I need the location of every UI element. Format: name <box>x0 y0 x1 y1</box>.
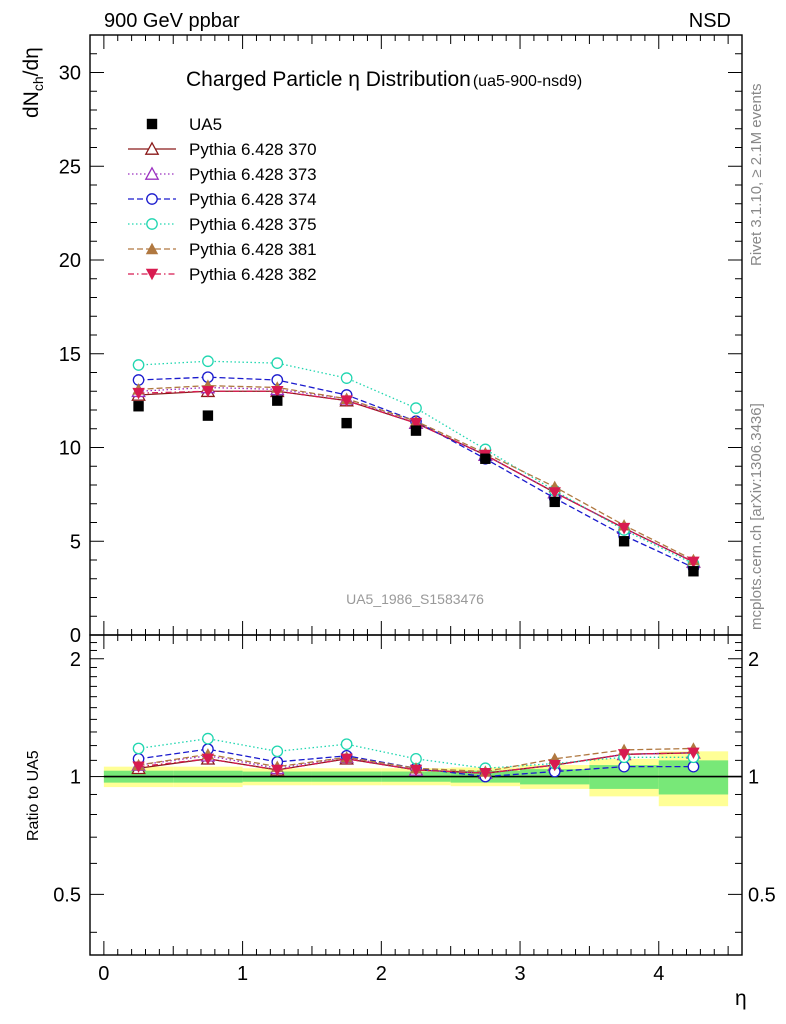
ratio-ylabel: Ratio to UA5 <box>25 750 42 841</box>
data-point <box>549 496 560 508</box>
legend-label-4: Pythia 6.428 375 <box>189 215 317 234</box>
y-tick-label: 0 <box>70 625 81 647</box>
y-tick-label: 15 <box>59 344 81 366</box>
ratio-y-tick-label: 2 <box>70 649 81 671</box>
y-tick-label: 10 <box>59 438 81 460</box>
data-point <box>202 410 214 421</box>
series-point-4 <box>340 372 353 384</box>
legend-label-data: UA5 <box>189 115 222 134</box>
series-point-4 <box>271 357 284 369</box>
series-point-4 <box>132 359 145 371</box>
y-tick-label: 20 <box>59 250 81 272</box>
legend-label-3: Pythia 6.428 374 <box>189 190 317 209</box>
ratio-panel: 0 1 2 3 4 0.5 0.5 1 1 2 2 <box>53 634 776 985</box>
series-point-6 <box>340 395 353 407</box>
series-point-6 <box>548 487 561 499</box>
ratio-point-6 <box>687 747 700 760</box>
x-tick-label: 4 <box>653 963 664 985</box>
ratio-point-6 <box>340 753 353 766</box>
legend-marker-data <box>146 118 158 130</box>
series-point-6 <box>617 522 631 535</box>
ratio-point-6 <box>617 749 631 761</box>
ratio-point-6 <box>201 753 215 766</box>
series-point-6 <box>409 417 423 430</box>
legend-label-5: Pythia 6.428 381 <box>189 240 317 259</box>
legend-marker-6 <box>145 268 159 281</box>
legend-marker-2 <box>144 166 160 180</box>
ratio-point-4 <box>132 742 145 755</box>
series-point-6 <box>687 556 700 569</box>
legend-marker-1 <box>144 141 160 155</box>
ratio-frame <box>89 634 743 956</box>
ratio-y-tick-label-right: 0.5 <box>748 884 776 906</box>
series-point-6 <box>201 386 215 398</box>
legend-marker-3 <box>146 193 158 205</box>
data-point <box>410 425 422 436</box>
data-point <box>133 401 144 412</box>
ratio-y-tick-label-right: 2 <box>748 649 759 671</box>
y-tick-label: 30 <box>59 63 81 85</box>
x-tick-label: 2 <box>376 963 387 985</box>
analysis-watermark: UA5_1986_S1583476 <box>346 591 484 607</box>
data-point <box>480 453 491 464</box>
header-right: NSD <box>689 10 731 32</box>
legend-marker-4 <box>146 218 158 230</box>
ratio-point-6 <box>548 759 561 772</box>
series-point-4 <box>410 402 422 414</box>
series-point-6 <box>132 387 145 400</box>
ratio-point-4 <box>202 732 214 745</box>
ratio-point-6 <box>271 764 284 777</box>
ratio-point-6 <box>479 768 492 780</box>
data-point <box>341 417 352 429</box>
y-tick-label: 5 <box>70 531 81 553</box>
series-point-4 <box>202 355 214 368</box>
legend: UA5 Pythia 6.428 370 Pythia 6.428 373 Pythi… <box>128 115 317 284</box>
legend-label-2: Pythia 6.428 373 <box>189 165 317 184</box>
data-point <box>272 395 283 406</box>
data-point <box>688 566 699 577</box>
ratio-y-tick-label: 0.5 <box>53 884 81 906</box>
main-panel: 0 5 10 15 20 25 30 <box>59 34 743 647</box>
ratio-point-6 <box>409 764 423 777</box>
legend-label-6: Pythia 6.428 382 <box>189 265 317 284</box>
x-axis-label: η <box>735 987 747 1010</box>
ratio-y-tick-label-right: 1 <box>748 767 759 789</box>
ratio-y-tick-label: 1 <box>70 767 81 789</box>
ratio-point-4 <box>340 738 353 751</box>
header-left: 900 GeV ppbar <box>104 10 240 32</box>
legend-label-1: Pythia 6.428 370 <box>189 140 317 159</box>
legend-marker-5 <box>145 242 159 255</box>
main-ylabel: dNch/dη <box>20 47 46 118</box>
data-point <box>618 536 630 547</box>
x-tick-label: 0 <box>98 963 109 985</box>
x-tick-label: 3 <box>514 963 525 985</box>
rivet-version-label: Rivet 3.1.10, ≥ 2.1M events <box>748 84 765 267</box>
chart-title: Charged Particle η Distribution (ua5-900-… <box>186 68 582 91</box>
y-tick-label: 25 <box>59 156 81 178</box>
series-line-2 <box>138 386 694 563</box>
ratio-point-4 <box>271 745 284 758</box>
series-line-6 <box>138 390 694 563</box>
series-point-6 <box>271 386 284 398</box>
x-tick-label: 1 <box>237 963 248 985</box>
ratio-point-6 <box>132 761 145 773</box>
mcplots-credit-label: mcplots.cern.ch [arXiv:1306.3436] <box>748 403 765 630</box>
